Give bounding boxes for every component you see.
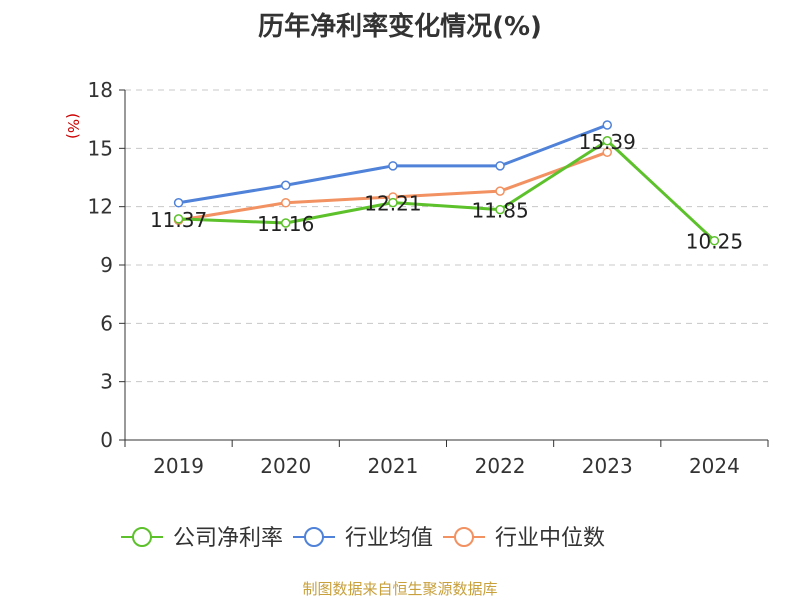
source-note: 制图数据来自恒生聚源数据库 bbox=[302, 580, 498, 598]
data-point bbox=[388, 197, 398, 208]
data-point bbox=[173, 198, 184, 208]
data-label: 11.37 bbox=[150, 208, 207, 232]
y-tick-label: 15 bbox=[88, 136, 113, 160]
data-point bbox=[495, 204, 505, 215]
legend-marker bbox=[454, 527, 474, 547]
legend-label: 行业中位数 bbox=[495, 526, 605, 551]
legend-marker bbox=[132, 527, 152, 547]
x-tick-label: 2023 bbox=[582, 454, 633, 478]
data-point bbox=[709, 235, 720, 246]
y-tick-label: 0 bbox=[100, 428, 113, 452]
x-tick-label: 2019 bbox=[153, 454, 204, 478]
data-point bbox=[388, 161, 398, 171]
data-point bbox=[495, 186, 505, 196]
y-axis-label: (%) bbox=[64, 113, 82, 139]
data-label: 12.21 bbox=[364, 192, 421, 216]
y-tick-label: 9 bbox=[100, 253, 113, 277]
data-label: 10.25 bbox=[686, 230, 743, 254]
data-point bbox=[281, 218, 291, 228]
x-tick-label: 2020 bbox=[260, 454, 311, 478]
data-point bbox=[281, 198, 291, 208]
legend-marker bbox=[304, 527, 324, 547]
data-label: 11.16 bbox=[257, 212, 314, 236]
data-point bbox=[602, 136, 612, 146]
data-point bbox=[281, 180, 291, 191]
data-point bbox=[495, 161, 505, 171]
legend-label: 公司净利率 bbox=[173, 526, 283, 551]
data-point bbox=[173, 214, 184, 224]
legend-label: 行业均值 bbox=[345, 526, 433, 551]
series-line bbox=[178, 139, 716, 242]
x-tick-label: 2021 bbox=[367, 454, 418, 478]
chart-title: 历年净利率变化情况(%) bbox=[258, 12, 542, 42]
data-label: 15.39 bbox=[579, 130, 636, 154]
data-point bbox=[602, 120, 612, 130]
y-tick-label: 6 bbox=[100, 311, 113, 335]
y-tick-label: 3 bbox=[100, 370, 113, 394]
data-label: 11.85 bbox=[471, 199, 528, 223]
y-tick-label: 18 bbox=[88, 78, 113, 102]
data-point bbox=[602, 147, 612, 157]
y-tick-label: 12 bbox=[88, 195, 113, 219]
x-tick-label: 2022 bbox=[475, 454, 526, 478]
x-tick-label: 2024 bbox=[689, 454, 740, 478]
